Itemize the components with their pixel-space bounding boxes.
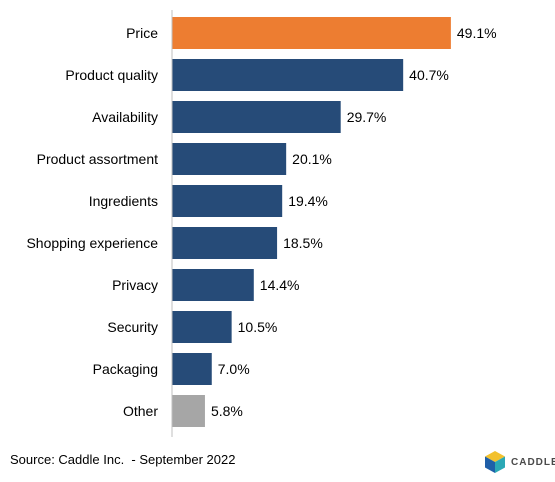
category-label-price: Price xyxy=(126,25,158,41)
value-label-shopping-experience: 18.5% xyxy=(283,235,323,251)
bar-ingredients xyxy=(172,185,283,217)
category-label-security: Security xyxy=(107,319,158,335)
category-label-product-assortment: Product assortment xyxy=(37,151,158,167)
bar-privacy xyxy=(172,269,254,301)
caddle-logo: CADDLE xyxy=(484,450,555,474)
category-label-ingredients: Ingredients xyxy=(89,193,158,209)
bar-availability xyxy=(172,101,341,133)
bar-packaging xyxy=(172,353,212,385)
bar-other xyxy=(172,395,205,427)
bar-product-quality xyxy=(172,59,404,91)
caddle-logo-icon xyxy=(485,451,505,473)
category-label-other: Other xyxy=(123,403,158,419)
category-label-availability: Availability xyxy=(92,109,158,125)
bar-product-assortment xyxy=(172,143,287,175)
value-label-security: 10.5% xyxy=(238,319,278,335)
bar-price xyxy=(172,17,451,49)
labels-layer: Price 49.1% Product quality 40.7% Availabili… xyxy=(26,25,496,419)
value-label-privacy: 14.4% xyxy=(260,277,300,293)
bar-shopping-experience xyxy=(172,227,278,259)
category-label-shopping-experience: Shopping experience xyxy=(26,235,158,251)
value-label-price: 49.1% xyxy=(457,25,497,41)
bar-security xyxy=(172,311,232,343)
category-label-privacy: Privacy xyxy=(112,277,158,293)
value-label-availability: 29.7% xyxy=(347,109,387,125)
caddle-logo-text: CADDLE xyxy=(511,456,555,468)
source-note: Source: Caddle Inc. - September 2022 xyxy=(10,452,236,467)
bars-layer xyxy=(172,17,451,427)
value-label-product-assortment: 20.1% xyxy=(292,151,332,167)
category-label-packaging: Packaging xyxy=(93,361,158,377)
value-label-other: 5.8% xyxy=(211,403,243,419)
category-label-product-quality: Product quality xyxy=(65,67,158,83)
value-label-product-quality: 40.7% xyxy=(409,67,449,83)
value-label-ingredients: 19.4% xyxy=(288,193,328,209)
value-label-packaging: 7.0% xyxy=(218,361,250,377)
